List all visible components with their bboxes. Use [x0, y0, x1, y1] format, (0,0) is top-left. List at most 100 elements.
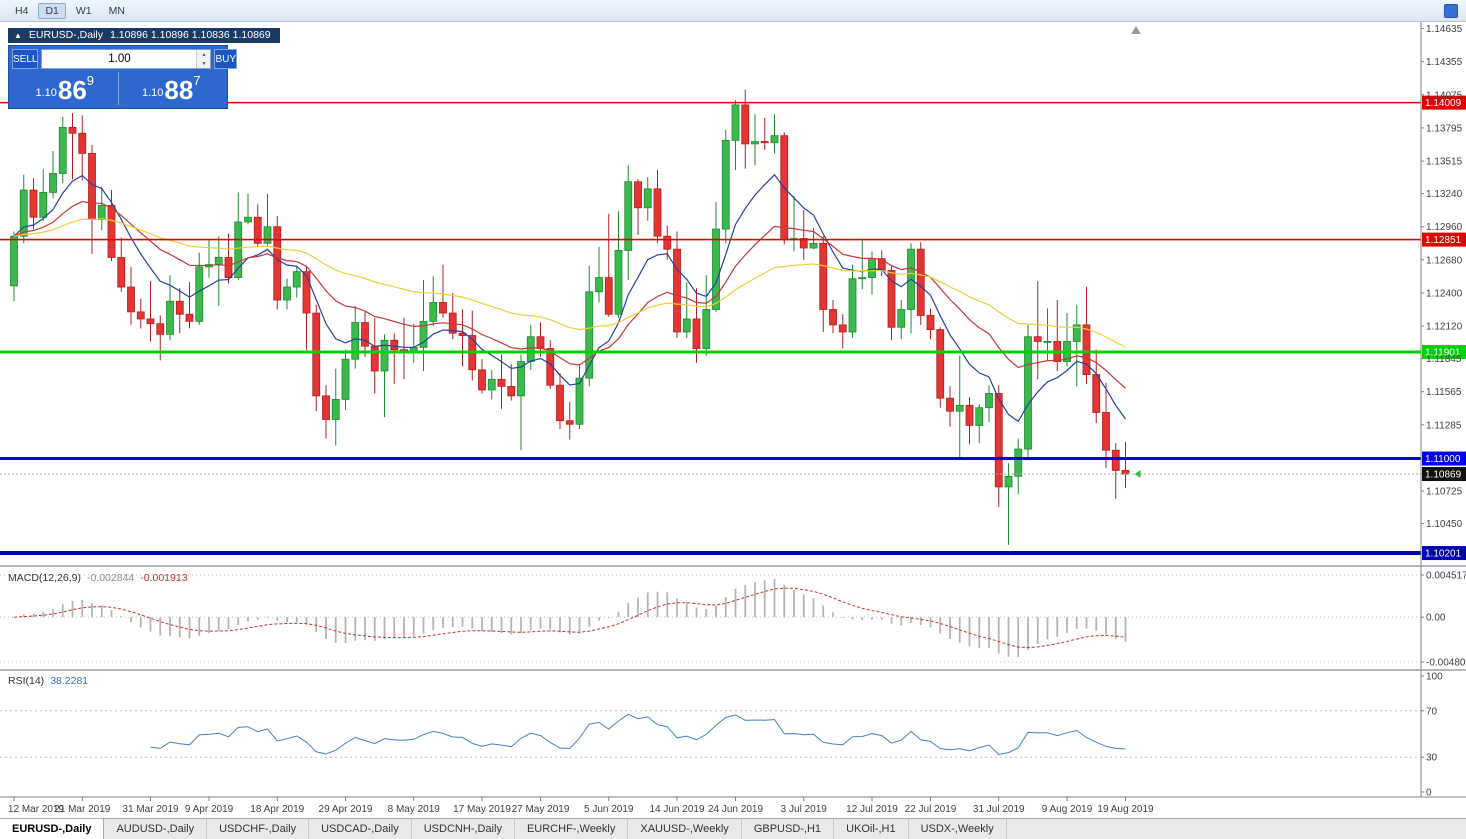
buy-button[interactable]: BUY [214, 49, 238, 69]
date-axis-label: 9 Apr 2019 [185, 804, 234, 815]
volume-down-icon[interactable]: ▼ [197, 59, 211, 68]
sell-button[interactable]: SELL [12, 49, 39, 69]
date-axis-label: 31 Jul 2019 [973, 804, 1025, 815]
date-axis-label: 9 Aug 2019 [1042, 804, 1093, 815]
rsi-label: RSI(14) 38.2281 [8, 675, 89, 687]
price-level-badge [1422, 232, 1466, 247]
date-axis-label: 31 Mar 2019 [122, 804, 179, 815]
chart-tab[interactable]: EURCHF-,Weekly [515, 819, 629, 839]
price-axis-label: 1.13240 [1426, 189, 1463, 200]
sell-price-big: 86 [57, 75, 87, 105]
buy-price-prefix: 1.10 [141, 87, 164, 99]
price-axis-label: 1.10450 [1426, 519, 1463, 530]
rsi-axis-label: 30 [1426, 753, 1438, 764]
price-level-badge [1422, 546, 1466, 561]
buy-price-display[interactable]: 1.10 88 7 [117, 72, 225, 105]
current-price-badge [1422, 467, 1466, 482]
svg-text:1.10201: 1.10201 [1425, 549, 1462, 560]
timeframe-button-d1[interactable]: D1 [38, 2, 66, 19]
chart-tab[interactable]: USDX-,Weekly [909, 819, 1007, 839]
rsi-axis-label: 70 [1426, 706, 1438, 717]
main-price-panel [0, 26, 1421, 556]
date-axis-label: 29 Apr 2019 [319, 804, 373, 815]
chart-tab[interactable]: USDCNH-,Daily [412, 819, 515, 839]
macd-axis-label: 0.004517 [1426, 571, 1466, 582]
timeframe-button-mn[interactable]: MN [108, 4, 125, 17]
volume-field: ▲ ▼ [41, 49, 212, 69]
macd-label: MACD(12,26,9) -0.002844 -0.001913 [8, 572, 188, 584]
chart-area: 1.14009 1.12851 1.11901 1.11000 1.10201 1.108… [0, 22, 1466, 818]
price-axis-label: 1.12400 [1426, 288, 1463, 299]
price-axis-label: 1.14075 [1426, 90, 1463, 101]
chart-shift-icon[interactable] [1131, 26, 1141, 34]
symbol-ohlc: 1.10896 1.10896 1.10836 1.10869 [110, 29, 271, 41]
symbol-title: EURUSD-,Daily [28, 29, 104, 41]
price-axis-label: 1.12120 [1426, 322, 1463, 333]
rsi-line [150, 713, 1126, 756]
ma-line-fast [13, 173, 1126, 423]
price-axis-label: 1.11565 [1426, 387, 1462, 398]
chart-tab[interactable]: XAUUSD-,Weekly [628, 819, 742, 839]
price-level-badge [1422, 451, 1466, 466]
date-axis-label: 22 Jul 2019 [905, 804, 957, 815]
price-axis-label: 1.10725 [1426, 487, 1463, 498]
date-axis-label: 18 Apr 2019 [250, 804, 304, 815]
volume-input[interactable] [42, 50, 197, 68]
date-axis-label: 12 Jul 2019 [846, 804, 898, 815]
timeframe-button-w1[interactable]: W1 [75, 4, 92, 17]
sell-price-display[interactable]: 1.10 86 9 [12, 72, 118, 105]
svg-text:1.10869: 1.10869 [1425, 470, 1462, 481]
toolbar-right-icon[interactable] [1444, 4, 1458, 18]
candlestick-series [10, 89, 1130, 545]
price-axis-label: 1.13795 [1426, 123, 1463, 134]
svg-text:1.11901: 1.11901 [1425, 347, 1461, 358]
chart-tab[interactable]: USDCHF-,Daily [207, 819, 310, 839]
sell-price-prefix: 1.10 [35, 87, 57, 99]
collapse-icon[interactable]: ▲ [14, 31, 22, 40]
chart-tab[interactable]: UKOil-,H1 [834, 819, 909, 839]
symbol-info-bar[interactable]: ▲ EURUSD-,Daily 1.10896 1.10896 1.10836 … [8, 28, 280, 43]
sell-price-sup: 9 [86, 73, 95, 88]
date-axis-label: 21 Mar 2019 [54, 804, 111, 815]
macd-panel [0, 574, 1421, 663]
date-axis-label: 24 Jun 2019 [708, 804, 763, 815]
date-axis-label: 12 Mar 2019 [8, 804, 65, 815]
price-axis[interactable]: 1.14009 1.12851 1.11901 1.11000 1.10201 1.108… [1420, 22, 1466, 799]
date-axis-label: 3 Jul 2019 [781, 804, 828, 815]
price-axis-label: 1.11285 [1426, 420, 1462, 431]
price-axis-label: 1.11845 [1426, 354, 1462, 365]
chart-tab[interactable]: USDCAD-,Daily [309, 819, 412, 839]
date-axis-label: 14 Jun 2019 [649, 804, 704, 815]
rsi-panel [0, 710, 1421, 758]
buy-price-sup: 7 [193, 73, 201, 88]
date-axis-label: 27 May 2019 [512, 804, 570, 815]
date-axis-label: 8 May 2019 [388, 804, 441, 815]
macd-signal-line [13, 587, 1126, 649]
volume-up-icon[interactable]: ▲ [197, 50, 211, 59]
price-axis-label: 1.12960 [1426, 222, 1463, 233]
top-toolbar: H4 D1 W1 MN [0, 0, 1466, 22]
price-axis-label: 1.13515 [1426, 157, 1463, 168]
svg-text:1.11000: 1.11000 [1425, 454, 1461, 465]
ma-line-slow [13, 218, 1126, 348]
rsi-axis-label: 0 [1426, 788, 1432, 799]
svg-text:1.14009: 1.14009 [1425, 98, 1462, 109]
macd-axis-label: 0.00 [1426, 613, 1446, 624]
price-pointer-icon [1134, 470, 1141, 479]
chart-tab-bar: EURUSD-,Daily AUDUSD-,Daily USDCHF-,Daily U… [0, 818, 1466, 839]
date-axis-label: 5 Jun 2019 [584, 804, 634, 815]
chart-tab[interactable]: GBPUSD-,H1 [742, 819, 835, 839]
one-click-trading-panel: SELL ▲ ▼ BUY 1.10 86 9 1.10 88 7 [8, 45, 238, 109]
chart-tab[interactable]: EURUSD-,Daily [0, 819, 105, 839]
price-level-badge [1422, 95, 1466, 110]
chart-canvas[interactable]: 1.140091.128511.119011.110001.102011.108… [0, 22, 1466, 818]
macd-axis-label: -0.004806 [1426, 658, 1466, 669]
date-axis-label: 17 May 2019 [453, 804, 511, 815]
chart-tab[interactable]: AUDUSD-,Daily [104, 819, 208, 839]
date-axis-label: 19 Aug 2019 [1097, 804, 1154, 815]
timeframe-button-h4[interactable]: H4 [15, 4, 29, 17]
price-axis-label: 1.12680 [1426, 255, 1463, 266]
price-level-badge [1422, 344, 1466, 359]
ma-line-medium [13, 200, 1126, 389]
